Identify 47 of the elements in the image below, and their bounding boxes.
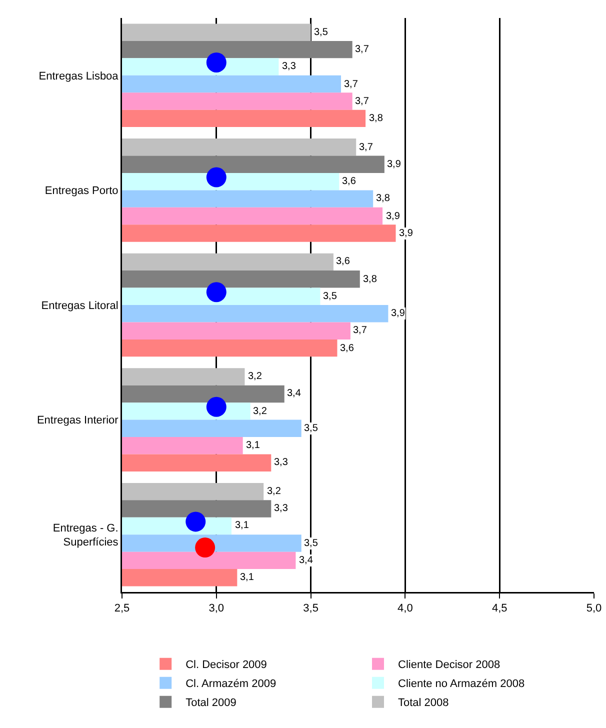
data-label: 3,8 [363, 274, 378, 285]
data-label: 3,2 [267, 486, 282, 497]
y-tick-label: Entregas Interior [36, 414, 119, 427]
data-label: 3,3 [282, 61, 296, 72]
data-label: 3,5 [304, 538, 318, 549]
data-label: 3,5 [323, 291, 338, 302]
data-label: 3,7 [355, 44, 370, 55]
data-label: 3,9 [399, 228, 414, 239]
data-label: 3,1 [235, 520, 250, 531]
legend-label: Cliente Decisor 2008 [398, 659, 500, 672]
data-label: 3,6 [340, 343, 354, 354]
data-label: 3,6 [342, 176, 356, 187]
x-tick-label: 3,0 [208, 602, 224, 615]
data-label: 3,2 [253, 406, 268, 417]
data-label: 3,1 [240, 572, 254, 583]
y-tick-label: Entregas Porto [44, 185, 118, 198]
legend-label: Cliente no Armazém 2008 [398, 678, 525, 690]
data-label: 3,7 [359, 142, 374, 153]
data-label: 3,7 [344, 79, 358, 90]
x-tick-label: 2,5 [114, 602, 130, 615]
data-label: 3,3 [274, 503, 288, 514]
data-label: 3,5 [314, 27, 328, 38]
legend-label: Cl. Decisor 2009 [186, 659, 267, 672]
y-tick-label: Entregas Litoral [41, 300, 118, 312]
data-label: 3,9 [391, 308, 406, 319]
data-label: 3,8 [369, 113, 384, 124]
legend-label: Cl. Armazém 2009 [186, 678, 276, 690]
data-label: 3,4 [287, 388, 302, 399]
data-label: 3,4 [299, 555, 314, 566]
data-label: 3,9 [386, 211, 400, 222]
y-tick-label: Entregas Lisboa [38, 70, 120, 82]
legend-label: Total 2008 [398, 697, 449, 710]
x-tick-label: 3,5 [303, 602, 318, 615]
x-tick-label: 4,0 [398, 602, 413, 615]
x-tick-label: 4,5 [492, 602, 508, 615]
data-label: 3,8 [376, 193, 390, 204]
data-label: 3,9 [387, 159, 402, 170]
data-label: 3,3 [274, 457, 288, 468]
data-label: 3,5 [304, 423, 318, 434]
y-tick-label: Entregas - G. Superfícies [52, 522, 119, 549]
data-label: 3,2 [248, 371, 262, 382]
x-tick-label: 5,0 [586, 602, 602, 615]
data-label: 3,1 [246, 440, 260, 451]
legend-label: Total 2009 [186, 697, 236, 710]
data-label: 3,7 [353, 325, 368, 336]
data-label: 3,6 [336, 256, 350, 267]
data-label: 3,7 [355, 96, 370, 107]
